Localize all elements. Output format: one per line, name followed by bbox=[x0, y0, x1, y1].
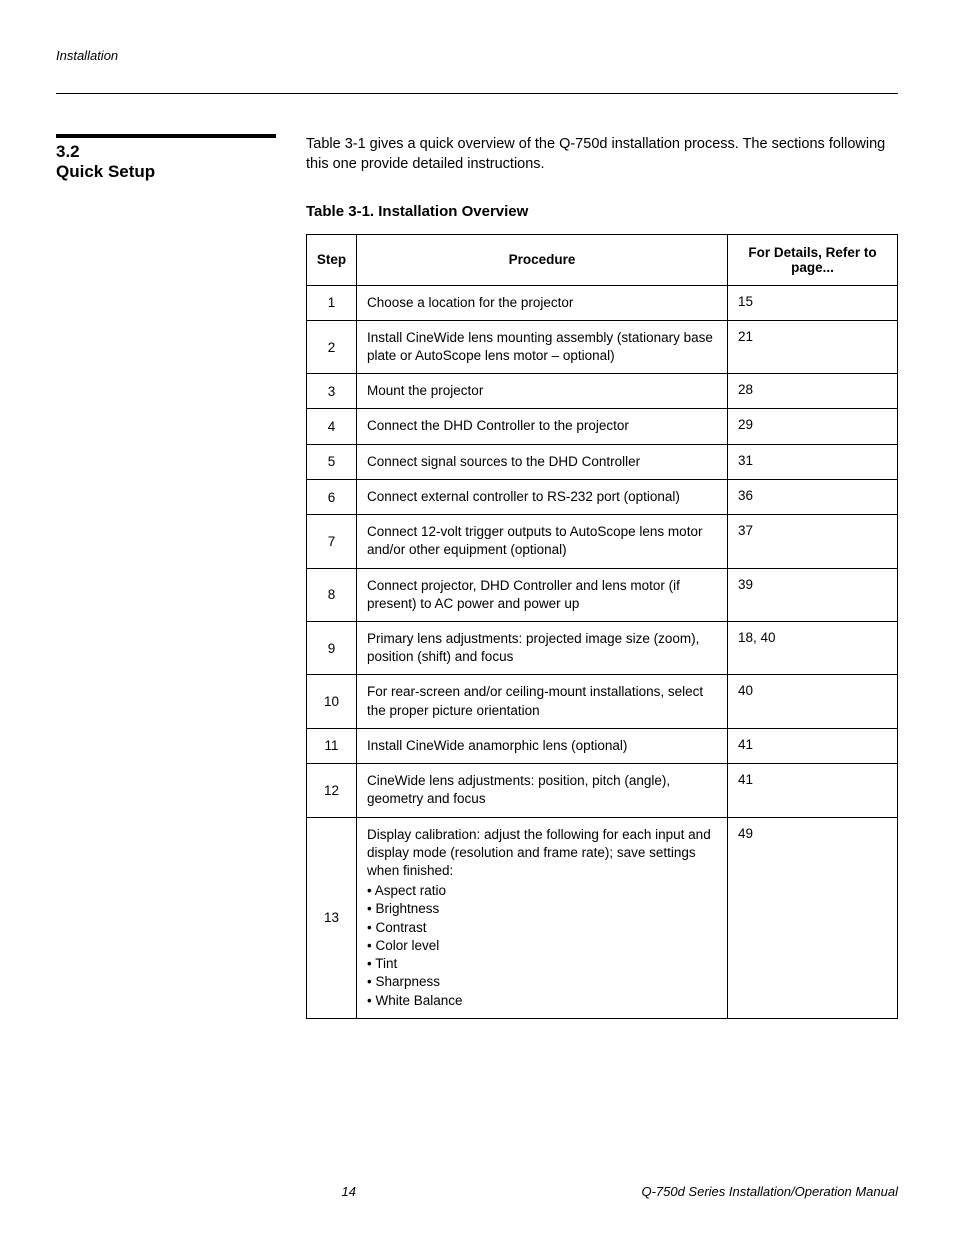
step-cell: 10 bbox=[307, 675, 357, 728]
section-number: 3.2 bbox=[56, 142, 306, 162]
intro-paragraph: Table 3-1 gives a quick overview of the … bbox=[306, 134, 898, 175]
table-row: 8Connect projector, DHD Controller and l… bbox=[307, 568, 898, 621]
step-cell: 6 bbox=[307, 479, 357, 514]
table-row: 10For rear-screen and/or ceiling-mount i… bbox=[307, 675, 898, 728]
table-row: 13Display calibration: adjust the follow… bbox=[307, 817, 898, 1018]
table-row: 12CineWide lens adjustments: position, p… bbox=[307, 764, 898, 817]
step-cell: 3 bbox=[307, 374, 357, 409]
page-cell: 18, 40 bbox=[728, 622, 898, 675]
manual-title: Q-750d Series Installation/Operation Man… bbox=[641, 1184, 898, 1199]
procedure-cell: Install CineWide anamorphic lens (option… bbox=[357, 728, 728, 763]
table-row: 7Connect 12-volt trigger outputs to Auto… bbox=[307, 515, 898, 568]
page-cell: 49 bbox=[728, 817, 898, 1018]
table-header-row: Step Procedure For Details, Refer to pag… bbox=[307, 234, 898, 285]
col-header-step: Step bbox=[307, 234, 357, 285]
procedure-cell: For rear-screen and/or ceiling-mount ins… bbox=[357, 675, 728, 728]
step-cell: 7 bbox=[307, 515, 357, 568]
procedure-cell: Connect projector, DHD Controller and le… bbox=[357, 568, 728, 621]
step-cell: 2 bbox=[307, 320, 357, 373]
section-title: Quick Setup bbox=[56, 162, 306, 182]
page-cell: 39 bbox=[728, 568, 898, 621]
table-row: 2Install CineWide lens mounting assembly… bbox=[307, 320, 898, 373]
header-rule bbox=[56, 93, 898, 94]
page-number: 14 bbox=[56, 1184, 641, 1199]
step-cell: 9 bbox=[307, 622, 357, 675]
step-cell: 13 bbox=[307, 817, 357, 1018]
procedure-cell: Mount the projector bbox=[357, 374, 728, 409]
page-cell: 36 bbox=[728, 479, 898, 514]
procedure-cell: Connect 12-volt trigger outputs to AutoS… bbox=[357, 515, 728, 568]
page-cell: 31 bbox=[728, 444, 898, 479]
table-row: 11Install CineWide anamorphic lens (opti… bbox=[307, 728, 898, 763]
procedure-cell: Connect signal sources to the DHD Contro… bbox=[357, 444, 728, 479]
table-row: 1Choose a location for the projector15 bbox=[307, 285, 898, 320]
table-caption: Table 3-1. Installation Overview bbox=[306, 203, 898, 220]
installation-table: Step Procedure For Details, Refer to pag… bbox=[306, 234, 898, 1019]
table-row: 6Connect external controller to RS-232 p… bbox=[307, 479, 898, 514]
step-cell: 11 bbox=[307, 728, 357, 763]
table-row: 5Connect signal sources to the DHD Contr… bbox=[307, 444, 898, 479]
col-header-procedure: Procedure bbox=[357, 234, 728, 285]
section-rule bbox=[56, 134, 276, 138]
content-row: 3.2 Quick Setup Table 3-1 gives a quick … bbox=[56, 134, 898, 1019]
step-cell: 8 bbox=[307, 568, 357, 621]
page-footer: 14 Q-750d Series Installation/Operation … bbox=[56, 1184, 898, 1199]
page-cell: 28 bbox=[728, 374, 898, 409]
step-cell: 5 bbox=[307, 444, 357, 479]
step-cell: 4 bbox=[307, 409, 357, 444]
step-cell: 12 bbox=[307, 764, 357, 817]
table-row: 9Primary lens adjustments: projected ima… bbox=[307, 622, 898, 675]
page-cell: 37 bbox=[728, 515, 898, 568]
step-cell: 1 bbox=[307, 285, 357, 320]
procedure-cell: Connect external controller to RS-232 po… bbox=[357, 479, 728, 514]
procedure-cell: Choose a location for the projector bbox=[357, 285, 728, 320]
running-header: Installation bbox=[56, 48, 898, 63]
col-header-page: For Details, Refer to page... bbox=[728, 234, 898, 285]
table-row: 3Mount the projector28 bbox=[307, 374, 898, 409]
page-cell: 40 bbox=[728, 675, 898, 728]
page-cell: 29 bbox=[728, 409, 898, 444]
procedure-cell: Primary lens adjustments: projected imag… bbox=[357, 622, 728, 675]
section-heading-block: 3.2 Quick Setup bbox=[56, 134, 306, 182]
main-content: Table 3-1 gives a quick overview of the … bbox=[306, 134, 898, 1019]
table-row: 4Connect the DHD Controller to the proje… bbox=[307, 409, 898, 444]
procedure-cell: Display calibration: adjust the followin… bbox=[357, 817, 728, 1018]
page-cell: 15 bbox=[728, 285, 898, 320]
procedure-cell: Connect the DHD Controller to the projec… bbox=[357, 409, 728, 444]
procedure-cell: CineWide lens adjustments: position, pit… bbox=[357, 764, 728, 817]
page-cell: 41 bbox=[728, 728, 898, 763]
page-cell: 21 bbox=[728, 320, 898, 373]
page-cell: 41 bbox=[728, 764, 898, 817]
procedure-cell: Install CineWide lens mounting assembly … bbox=[357, 320, 728, 373]
